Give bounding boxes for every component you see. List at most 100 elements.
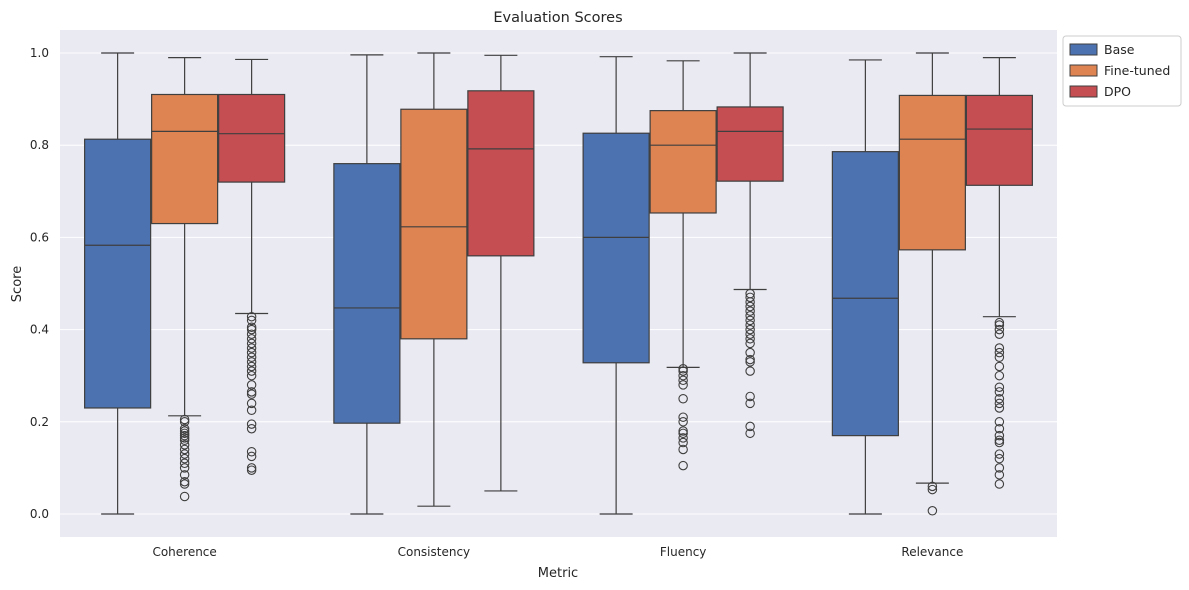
box-dpo-consistency bbox=[467, 54, 535, 492]
outlier-point bbox=[246, 380, 257, 390]
iqr-box bbox=[84, 138, 152, 409]
outlier-point bbox=[994, 320, 1005, 330]
outlier-point bbox=[994, 324, 1005, 335]
outlier-point bbox=[179, 430, 190, 441]
outlier-point bbox=[994, 347, 1005, 358]
outlier-point bbox=[678, 375, 688, 386]
x-axis-label: Metric bbox=[538, 566, 578, 581]
outlier-point bbox=[745, 357, 755, 367]
outlier-point bbox=[745, 428, 755, 439]
outlier-point bbox=[179, 479, 190, 489]
outlier-point bbox=[745, 354, 755, 365]
box-groups bbox=[84, 52, 1033, 516]
outlier-point bbox=[927, 484, 938, 495]
outlier-point bbox=[745, 292, 755, 303]
chart-title: Evaluation Scores bbox=[493, 10, 622, 26]
y-tick-label: 1.0 bbox=[30, 46, 49, 60]
box-fine-tuned-consistency bbox=[400, 52, 468, 507]
outlier-point bbox=[994, 352, 1005, 363]
outlier-point bbox=[994, 382, 1005, 392]
iqr-box bbox=[831, 151, 899, 437]
outlier-point bbox=[678, 428, 688, 439]
outlier-point bbox=[179, 435, 190, 445]
outlier-point bbox=[246, 451, 257, 462]
outlier-point bbox=[994, 423, 1005, 434]
x-tick-label-relevance: Relevance bbox=[901, 545, 963, 559]
outlier-point bbox=[994, 343, 1005, 353]
outlier-point bbox=[994, 453, 1005, 464]
outlier-point bbox=[179, 491, 190, 502]
outlier-point bbox=[246, 315, 257, 326]
outlier-point bbox=[246, 357, 257, 367]
outlier-point bbox=[927, 481, 938, 492]
outlier-point bbox=[179, 423, 190, 434]
outlier-point bbox=[678, 417, 688, 427]
outlier-point bbox=[179, 470, 190, 480]
outlier-point bbox=[745, 324, 755, 335]
outlier-point bbox=[179, 476, 190, 487]
x-tick-label-fluency: Fluency bbox=[660, 545, 707, 559]
outlier-point bbox=[179, 449, 190, 459]
outlier-point bbox=[246, 447, 257, 457]
box-fine-tuned-coherence bbox=[151, 57, 219, 502]
outlier-point bbox=[994, 449, 1005, 459]
outlier-point bbox=[994, 370, 1005, 381]
outlier-point bbox=[246, 465, 257, 475]
outlier-point bbox=[994, 329, 1005, 339]
iqr-box bbox=[400, 108, 468, 340]
x-tick-label-consistency: Consistency bbox=[398, 545, 471, 559]
x-axis-ticks: Coherence Consistency Fluency Relevance bbox=[152, 545, 963, 559]
iqr-box bbox=[151, 93, 219, 225]
outlier-point bbox=[179, 453, 190, 464]
outlier-point bbox=[179, 417, 190, 427]
outlier-point bbox=[246, 324, 257, 335]
outlier-point bbox=[745, 398, 755, 409]
outlier-point bbox=[246, 419, 257, 429]
outlier-point bbox=[994, 403, 1005, 413]
outlier-point bbox=[246, 338, 257, 349]
box-base-relevance bbox=[831, 59, 899, 515]
outlier-point bbox=[927, 506, 938, 516]
outlier-point bbox=[994, 430, 1005, 441]
outlier-point bbox=[745, 366, 755, 376]
legend-swatch-fine-tuned bbox=[1069, 64, 1098, 77]
outlier-point bbox=[678, 380, 688, 390]
box-base-coherence bbox=[84, 52, 152, 515]
outlier-point bbox=[678, 393, 688, 404]
box-dpo-coherence bbox=[218, 58, 286, 475]
x-tick-label-coherence: Coherence bbox=[152, 545, 216, 559]
box-base-fluency bbox=[582, 56, 650, 515]
outlier-point bbox=[745, 311, 755, 321]
outlier-point bbox=[678, 412, 688, 422]
outlier-point bbox=[994, 317, 1005, 328]
outlier-point bbox=[994, 417, 1005, 427]
outlier-point bbox=[246, 423, 257, 434]
outlier-point bbox=[246, 343, 257, 353]
outlier-point bbox=[745, 315, 755, 326]
outlier-point bbox=[678, 426, 688, 436]
legend-label-dpo: DPO bbox=[1104, 84, 1131, 99]
iqr-box bbox=[582, 132, 650, 364]
outlier-point bbox=[678, 364, 688, 374]
outlier-point bbox=[179, 426, 190, 436]
outlier-point bbox=[994, 479, 1005, 489]
outlier-point bbox=[745, 297, 755, 307]
outlier-point bbox=[246, 334, 257, 344]
outlier-point bbox=[246, 387, 257, 397]
outlier-point bbox=[745, 320, 755, 330]
outlier-point bbox=[246, 398, 257, 409]
box-base-consistency bbox=[333, 54, 401, 515]
outlier-point bbox=[994, 387, 1005, 397]
outlier-point bbox=[994, 437, 1005, 448]
outlier-point bbox=[745, 347, 755, 358]
outlier-point bbox=[246, 389, 257, 399]
legend-label-base: Base bbox=[1104, 42, 1135, 57]
outlier-point bbox=[179, 428, 190, 439]
outlier-point bbox=[246, 322, 257, 333]
y-tick-label: 0.4 bbox=[30, 323, 49, 337]
outlier-point bbox=[745, 306, 755, 316]
outlier-point bbox=[179, 458, 190, 469]
iqr-box bbox=[965, 94, 1033, 186]
y-tick-label: 0.6 bbox=[30, 230, 49, 244]
